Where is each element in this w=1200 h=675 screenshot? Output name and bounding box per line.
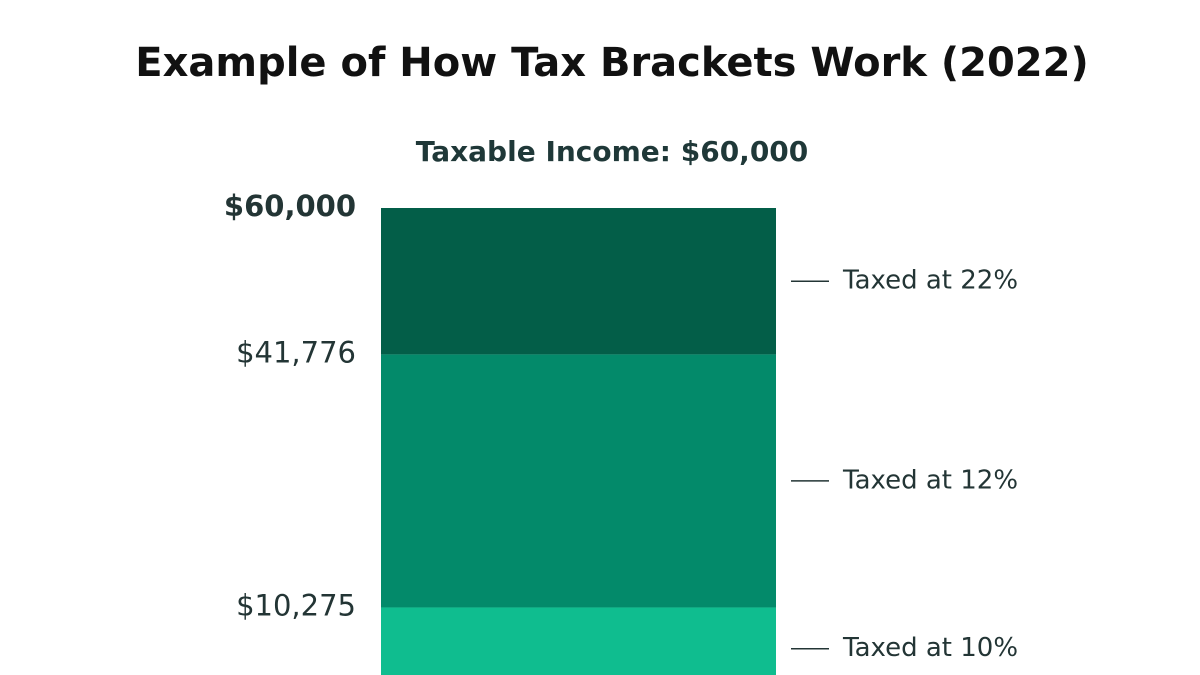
y-tick-label: $0: [319, 671, 356, 675]
y-tick-label: $41,776: [236, 335, 356, 369]
bar-segment: [381, 354, 776, 608]
y-tick-label: $60,000: [224, 189, 356, 223]
y-tick-label: $10,275: [236, 588, 356, 622]
legend-label: Taxed at 12%: [842, 465, 1018, 495]
legend-label: Taxed at 22%: [842, 266, 1018, 296]
bar-segment: [381, 607, 776, 675]
legend-label: Taxed at 10%: [842, 633, 1018, 663]
bar-segment: [381, 208, 776, 355]
chart-title: Example of How Tax Brackets Work (2022): [135, 40, 1088, 86]
chart-subtitle: Taxable Income: $60,000: [416, 135, 809, 168]
